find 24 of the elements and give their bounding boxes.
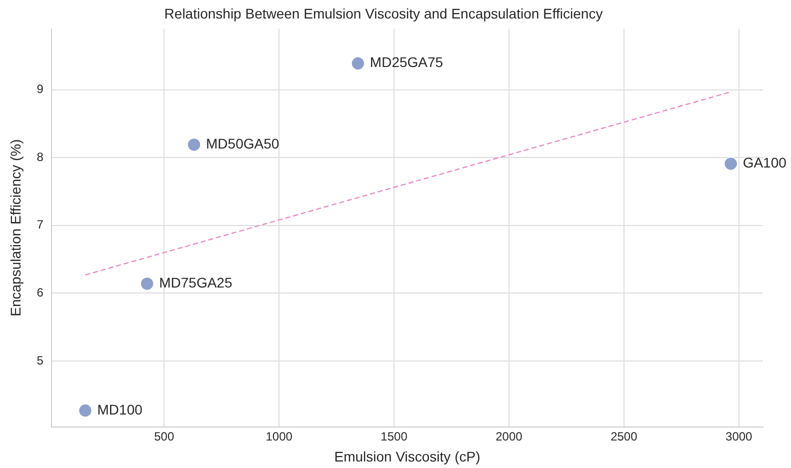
x-tick-label: 2000 bbox=[496, 429, 523, 444]
x-tick-label: 1500 bbox=[380, 429, 408, 444]
y-tick-label: 8 bbox=[36, 150, 44, 164]
x-axis-title: Emulsion Viscosity (cP) bbox=[334, 448, 480, 464]
annotation: MD100 bbox=[97, 401, 143, 418]
point bbox=[78, 404, 92, 418]
x-tick-label: 1000 bbox=[266, 429, 293, 444]
point bbox=[351, 56, 365, 70]
annotation: GA100 bbox=[742, 154, 787, 171]
point bbox=[187, 138, 201, 152]
y-tick-label: 5 bbox=[36, 353, 44, 368]
annotation: MD75GA25 bbox=[159, 274, 232, 291]
annotation: MD50GA50 bbox=[206, 136, 280, 152]
y-tick-label: 6 bbox=[36, 286, 44, 300]
y-axis-title: Encapsulation Efficiency (%) bbox=[7, 139, 24, 316]
x-tick-label: 500 bbox=[154, 429, 174, 444]
y-tick-label: 9 bbox=[36, 82, 44, 96]
chart-title: Relationship Between Emulsion Viscosity and Encapsulation Efficiency bbox=[164, 5, 603, 22]
y-tick-label: 7 bbox=[36, 218, 44, 232]
x-tick-label: 2500 bbox=[610, 429, 638, 444]
point bbox=[724, 156, 738, 171]
x-tick-label: 3000 bbox=[726, 429, 753, 444]
annotation: MD25GA75 bbox=[370, 54, 444, 70]
point bbox=[140, 276, 154, 291]
